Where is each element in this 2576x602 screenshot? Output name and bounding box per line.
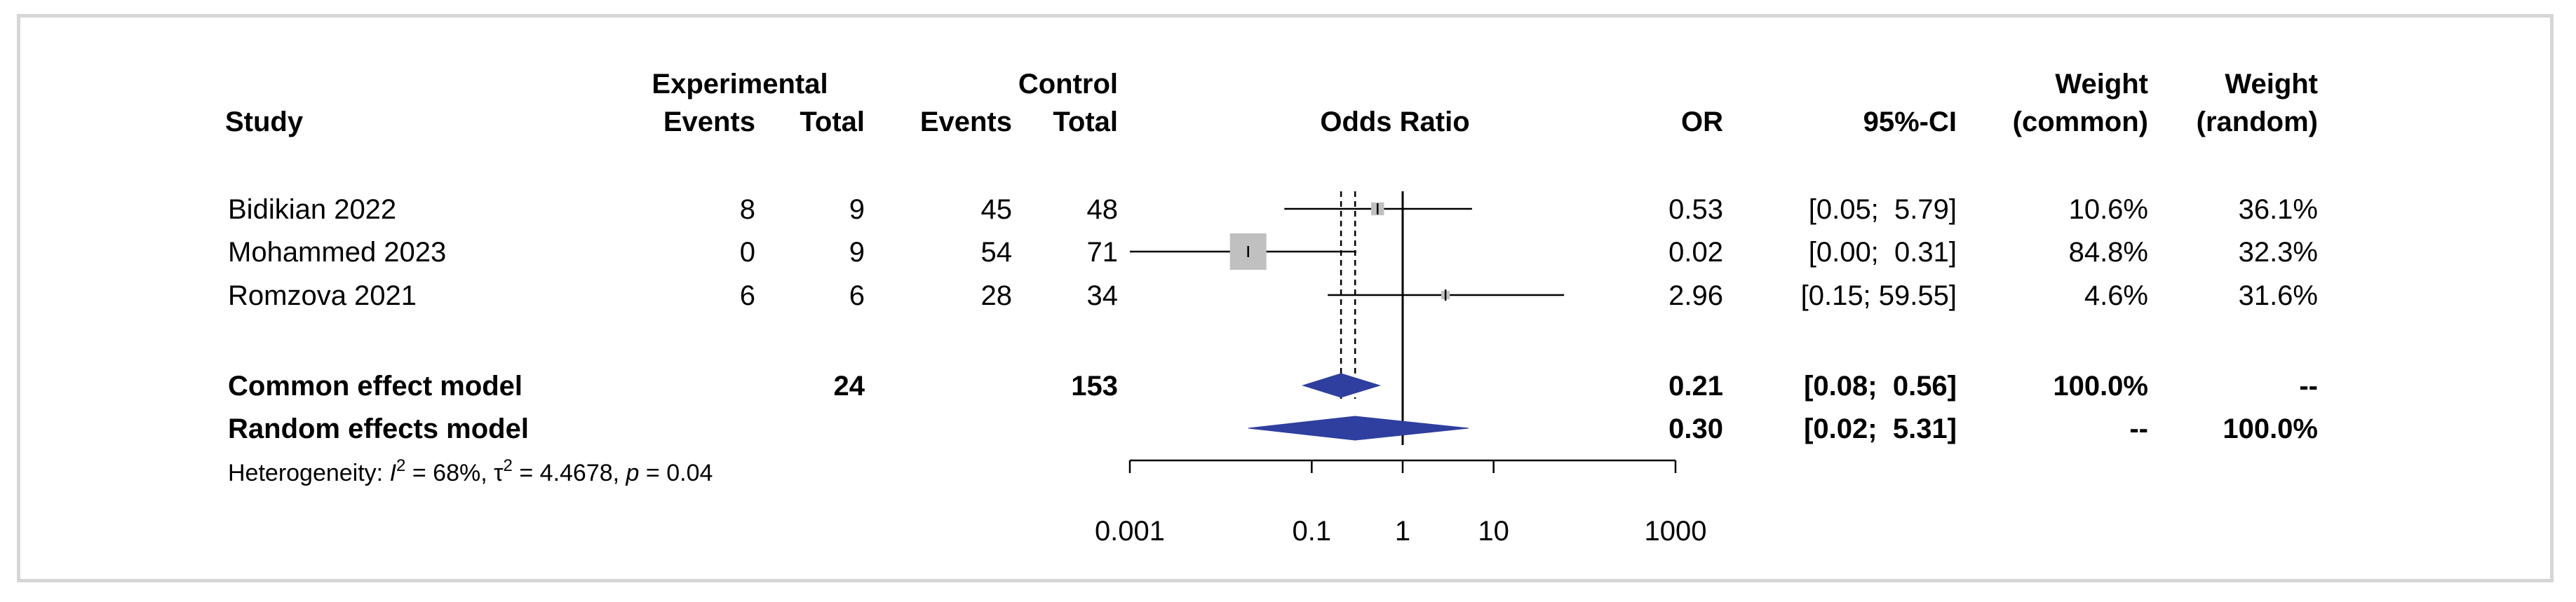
random-weight-common: --	[2129, 413, 2148, 444]
ctrl-events-value: 28	[981, 280, 1013, 311]
exp-total-value: 9	[849, 194, 865, 225]
random-model-label: Random effects model	[228, 413, 529, 444]
exp-total-value: 6	[849, 280, 865, 311]
header-ctrl-events: Events	[920, 107, 1012, 137]
ci-value: [0.15; 59.55]	[1801, 280, 1957, 311]
exp-events-value: 8	[740, 194, 755, 225]
p-symbol: p	[626, 460, 640, 486]
common-ci-value: [0.08; 0.56]	[1804, 371, 1957, 402]
heterogeneity-prefix: Heterogeneity:	[228, 460, 390, 486]
header-exp-total: Total	[800, 107, 865, 137]
x-tick-label: 10	[1478, 516, 1509, 547]
tau-symbol: τ	[494, 460, 504, 486]
p-value: = 0.04	[639, 460, 713, 486]
study-rows: Bidikian 2022 8 9 45 48 0.53 [0.05; 5.79…	[228, 194, 2318, 311]
or-value: 0.02	[1668, 237, 1723, 268]
study-name: Mohammed 2023	[228, 237, 446, 268]
random-ci-value: [0.02; 5.31]	[1804, 413, 1957, 444]
tau-superscript: 2	[504, 456, 513, 475]
common-ctrl-total: 153	[1071, 371, 1118, 402]
x-tick-label: 1	[1395, 516, 1410, 547]
forest-plot: Study Experimental Control Events Total …	[225, 69, 2318, 547]
weight-random-value: 31.6%	[2239, 280, 2318, 311]
ci-value: [0.05; 5.79]	[1809, 194, 1957, 225]
header-ci: 95%-CI	[1863, 107, 1957, 137]
random-weight-random: 100.0%	[2223, 413, 2318, 444]
header-exp-events: Events	[663, 107, 755, 137]
header-study: Study	[225, 107, 304, 137]
weight-common-value: 4.6%	[2084, 280, 2148, 311]
x-tick-label: 0.1	[1293, 516, 1332, 547]
x-tick-label: 1000	[1645, 516, 1707, 547]
header-odds-ratio: Odds Ratio	[1320, 107, 1469, 137]
study-name: Romzova 2021	[228, 280, 417, 311]
header-weight-common-2: (common)	[2013, 107, 2148, 137]
header-control: Control	[1018, 69, 1118, 100]
i2-symbol: I	[390, 460, 397, 486]
exp-events-value: 6	[740, 280, 755, 311]
ctrl-total-value: 34	[1087, 280, 1119, 311]
random-or-value: 0.30	[1668, 413, 1723, 444]
heterogeneity-text: Heterogeneity: I2 = 68%, τ2 = 4.4678, p …	[228, 456, 713, 486]
common-exp-total: 24	[834, 371, 865, 402]
exp-total-value: 9	[849, 237, 865, 268]
ctrl-events-value: 54	[981, 237, 1013, 268]
or-value: 2.96	[1668, 280, 1723, 311]
pooled-rows: Common effect model 24 153 0.21 [0.08; 0…	[228, 371, 2318, 444]
x-tick-label: 0.001	[1095, 516, 1165, 547]
common-or-value: 0.21	[1668, 371, 1723, 402]
header: Study Experimental Control Events Total …	[225, 69, 2318, 137]
forest-plot-frame: Study Experimental Control Events Total …	[17, 14, 2554, 582]
exp-events-value: 0	[740, 237, 755, 268]
weight-random-value: 32.3%	[2239, 237, 2318, 268]
common-weight-common: 100.0%	[2053, 371, 2148, 402]
ctrl-events-value: 45	[981, 194, 1013, 225]
ci-value: [0.00; 0.31]	[1809, 237, 1957, 268]
common-model-label: Common effect model	[228, 371, 522, 402]
header-weight-common-1: Weight	[2055, 69, 2148, 100]
weight-common-value: 10.6%	[2069, 194, 2148, 225]
forest-plot-area: 0.001 0.1 1 10 1000	[1095, 191, 1707, 547]
i2-superscript: 2	[396, 456, 405, 475]
weight-common-value: 84.8%	[2069, 237, 2148, 268]
ctrl-total-value: 48	[1087, 194, 1119, 225]
common-effect-diamond	[1302, 373, 1382, 398]
header-weight-random-1: Weight	[2225, 69, 2318, 100]
common-weight-random: --	[2299, 371, 2318, 402]
i2-value: = 68%,	[405, 460, 494, 486]
tau-value: = 4.4678,	[513, 460, 626, 486]
random-effect-diamond	[1248, 416, 1469, 441]
study-name: Bidikian 2022	[228, 194, 396, 225]
header-or: OR	[1681, 107, 1723, 137]
header-weight-random-2: (random)	[2197, 107, 2318, 137]
weight-random-value: 36.1%	[2239, 194, 2318, 225]
header-ctrl-total: Total	[1053, 107, 1118, 137]
or-value: 0.53	[1668, 194, 1723, 225]
ctrl-total-value: 71	[1087, 237, 1119, 268]
header-experimental: Experimental	[652, 69, 828, 100]
